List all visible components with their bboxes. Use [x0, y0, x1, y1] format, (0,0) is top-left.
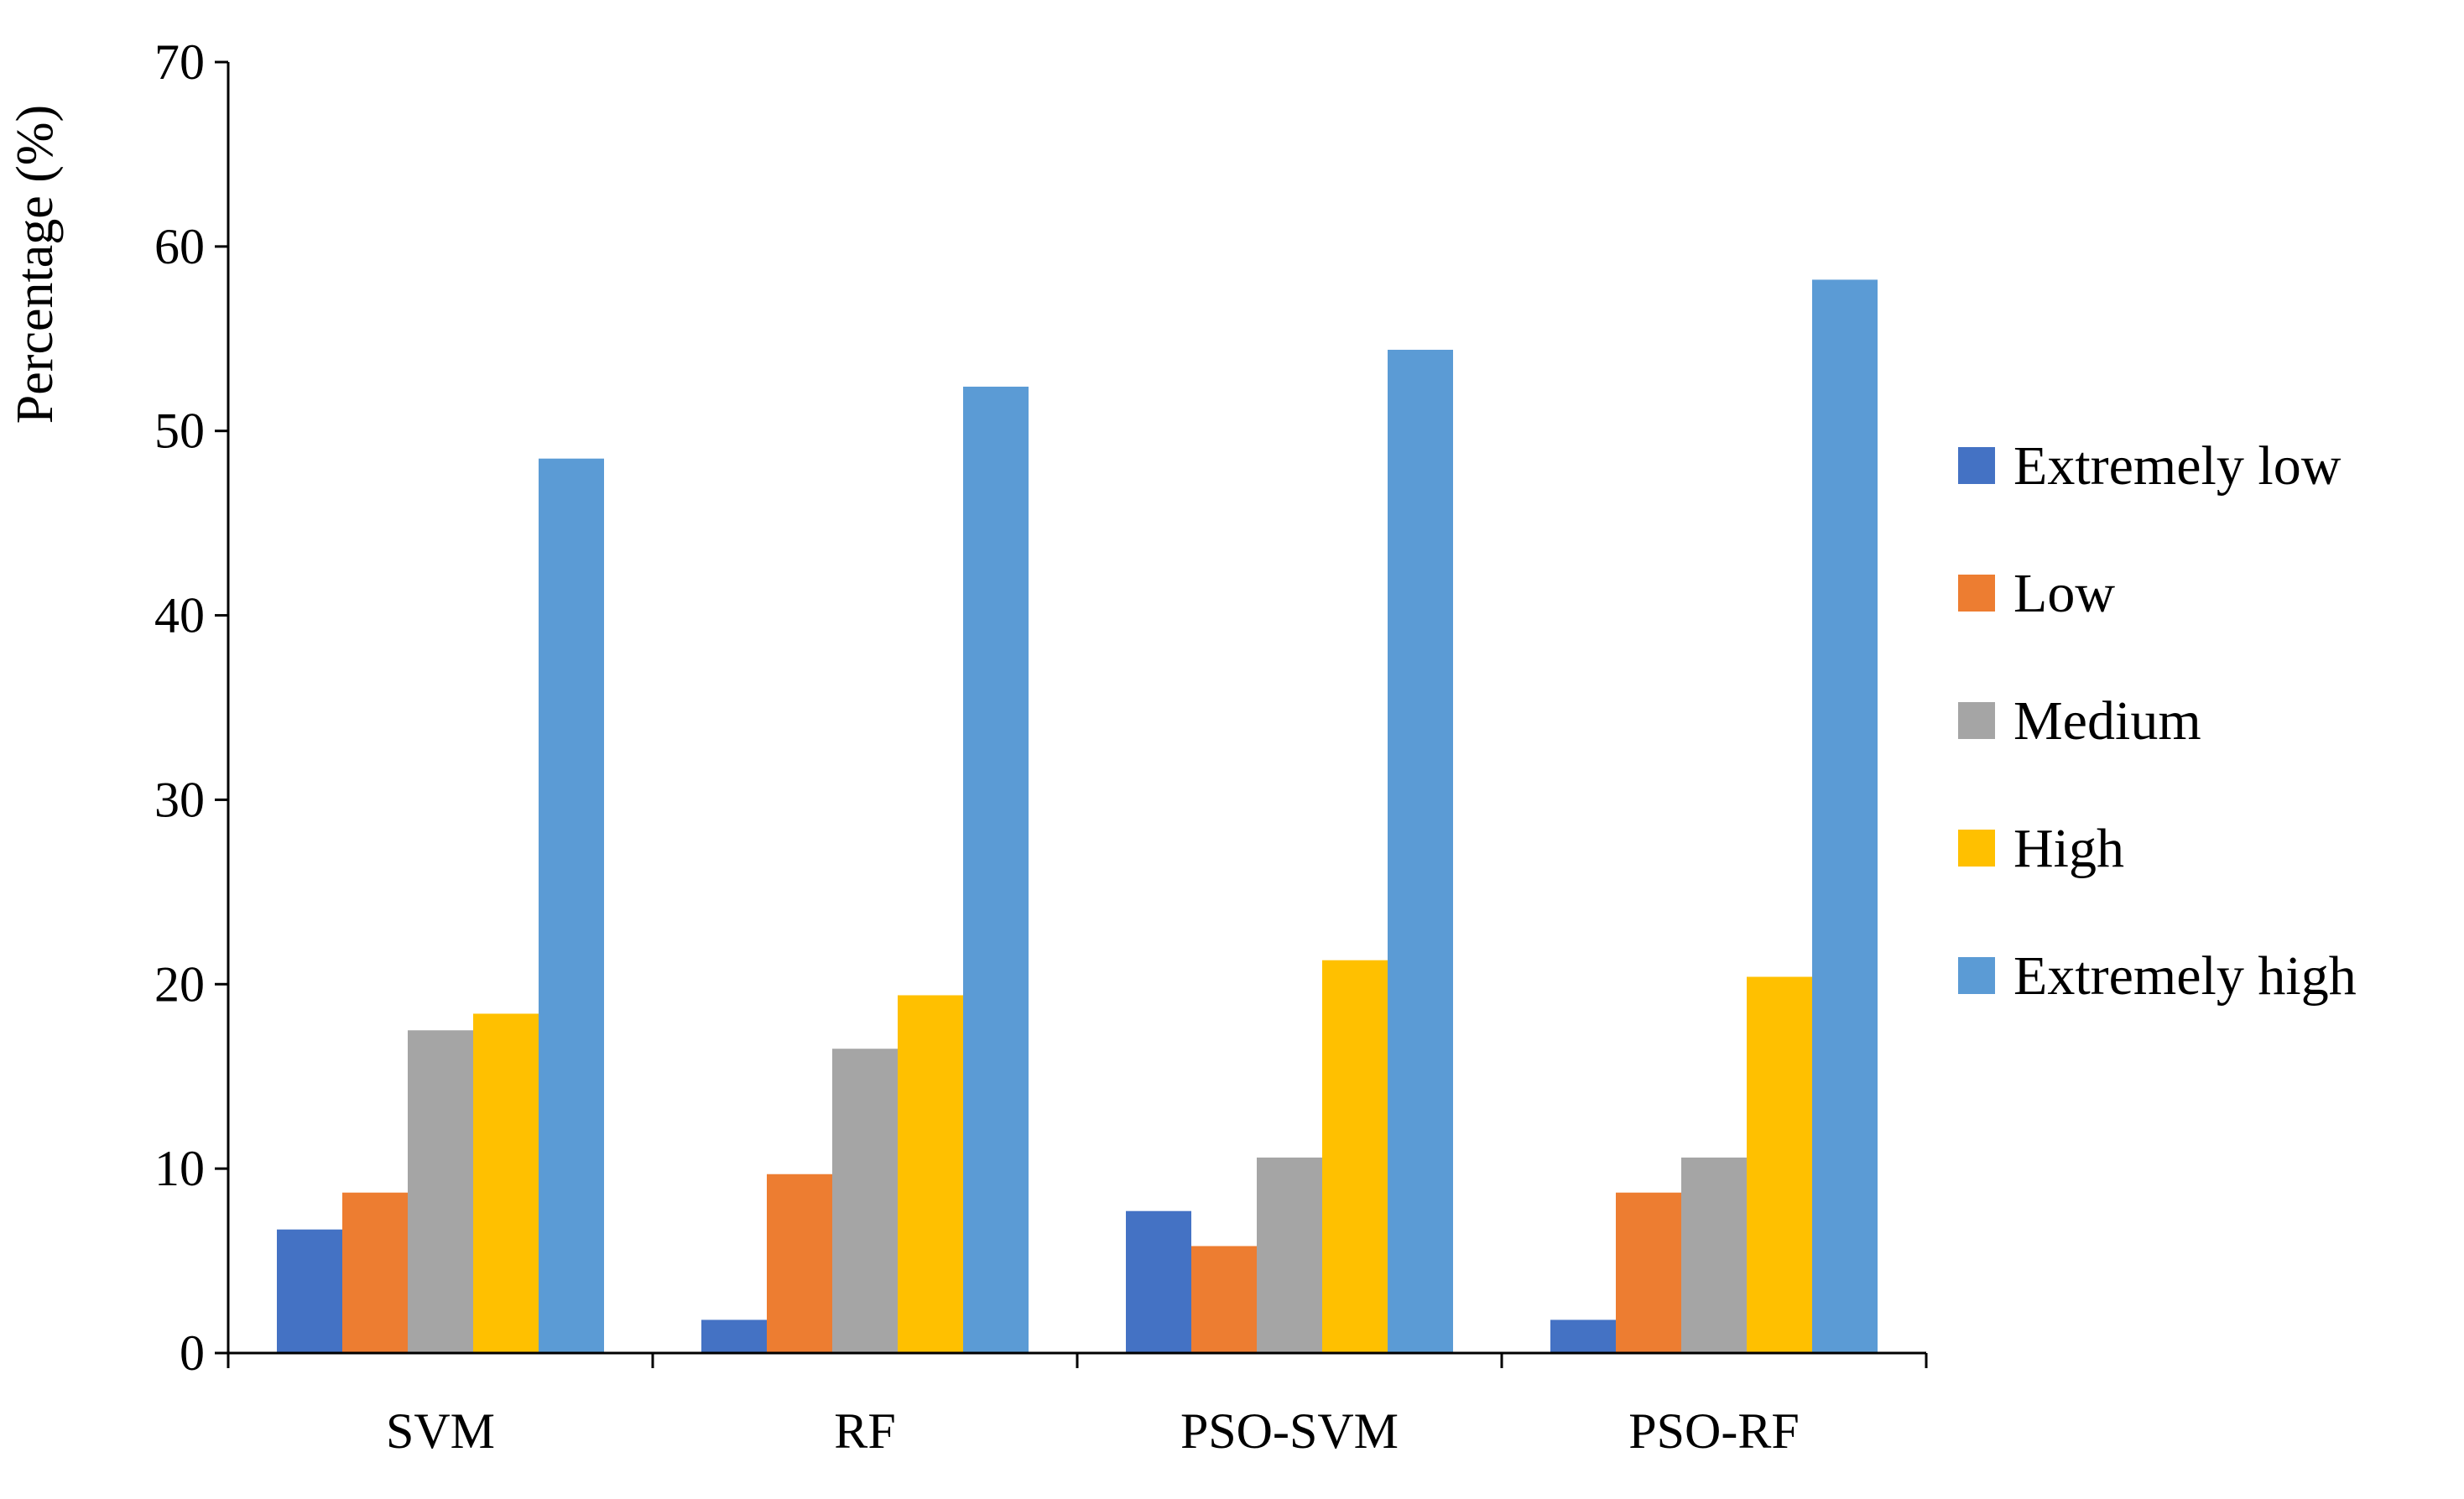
legend-swatch-high	[1958, 830, 1995, 867]
bar-extremely-low-pso-svm	[1126, 1210, 1191, 1353]
x-category-label: RF	[834, 1403, 895, 1459]
legend: Extremely low Low Medium High Extremely high	[1958, 435, 2357, 1007]
bar-medium-rf	[832, 1049, 898, 1353]
x-category-label: PSO-SVM	[1180, 1403, 1399, 1459]
bar-high-rf	[898, 995, 963, 1353]
legend-label: Extremely low	[2013, 435, 2342, 497]
y-tick-label: 30	[154, 772, 205, 827]
bar-low-svm	[342, 1192, 408, 1353]
bars-layer	[277, 279, 1878, 1354]
legend-label: Extremely high	[2013, 945, 2357, 1007]
legend-swatch-low	[1958, 575, 1995, 612]
y-tick-label: 50	[154, 403, 205, 459]
bar-medium-svm	[408, 1030, 473, 1353]
bar-high-pso-svm	[1322, 960, 1388, 1353]
bar-extremely-high-pso-rf	[1812, 279, 1878, 1354]
bar-low-rf	[767, 1174, 832, 1353]
bar-medium-pso-rf	[1681, 1157, 1747, 1353]
legend-label: Low	[2013, 563, 2115, 624]
bar-extremely-low-rf	[701, 1319, 767, 1353]
y-tick-label: 40	[154, 588, 205, 643]
bar-low-pso-svm	[1191, 1246, 1257, 1353]
bar-extremely-high-pso-svm	[1388, 349, 1453, 1353]
bar-medium-pso-svm	[1257, 1157, 1322, 1353]
y-tick-label: 0	[180, 1325, 205, 1381]
bar-high-pso-rf	[1747, 976, 1812, 1353]
legend-swatch-extremely-low	[1958, 447, 1995, 484]
bar-extremely-high-rf	[963, 386, 1029, 1353]
bar-extremely-low-svm	[277, 1229, 342, 1353]
legend-swatch-medium	[1958, 702, 1995, 739]
x-category-label: PSO-RF	[1628, 1403, 1799, 1459]
bar-low-pso-rf	[1616, 1192, 1681, 1353]
legend-swatch-extremely-high	[1958, 957, 1995, 994]
y-tick-label: 20	[154, 956, 205, 1012]
legend-label: High	[2013, 818, 2124, 879]
ticks-layer: 0 10 20 30 40 50 60 70 SVM RF PSO-SVM PSO-RF	[154, 34, 1928, 1459]
bar-extremely-high-svm	[539, 458, 604, 1353]
y-axis-title: Percentage (%)	[7, 105, 64, 424]
legend-label: Medium	[2013, 690, 2201, 752]
y-tick-label: 60	[154, 219, 205, 274]
y-tick-label: 10	[154, 1141, 205, 1196]
bar-high-svm	[473, 1013, 539, 1353]
y-tick-label: 70	[154, 34, 205, 90]
x-category-label: SVM	[386, 1403, 495, 1459]
bar-extremely-low-pso-rf	[1550, 1319, 1616, 1353]
